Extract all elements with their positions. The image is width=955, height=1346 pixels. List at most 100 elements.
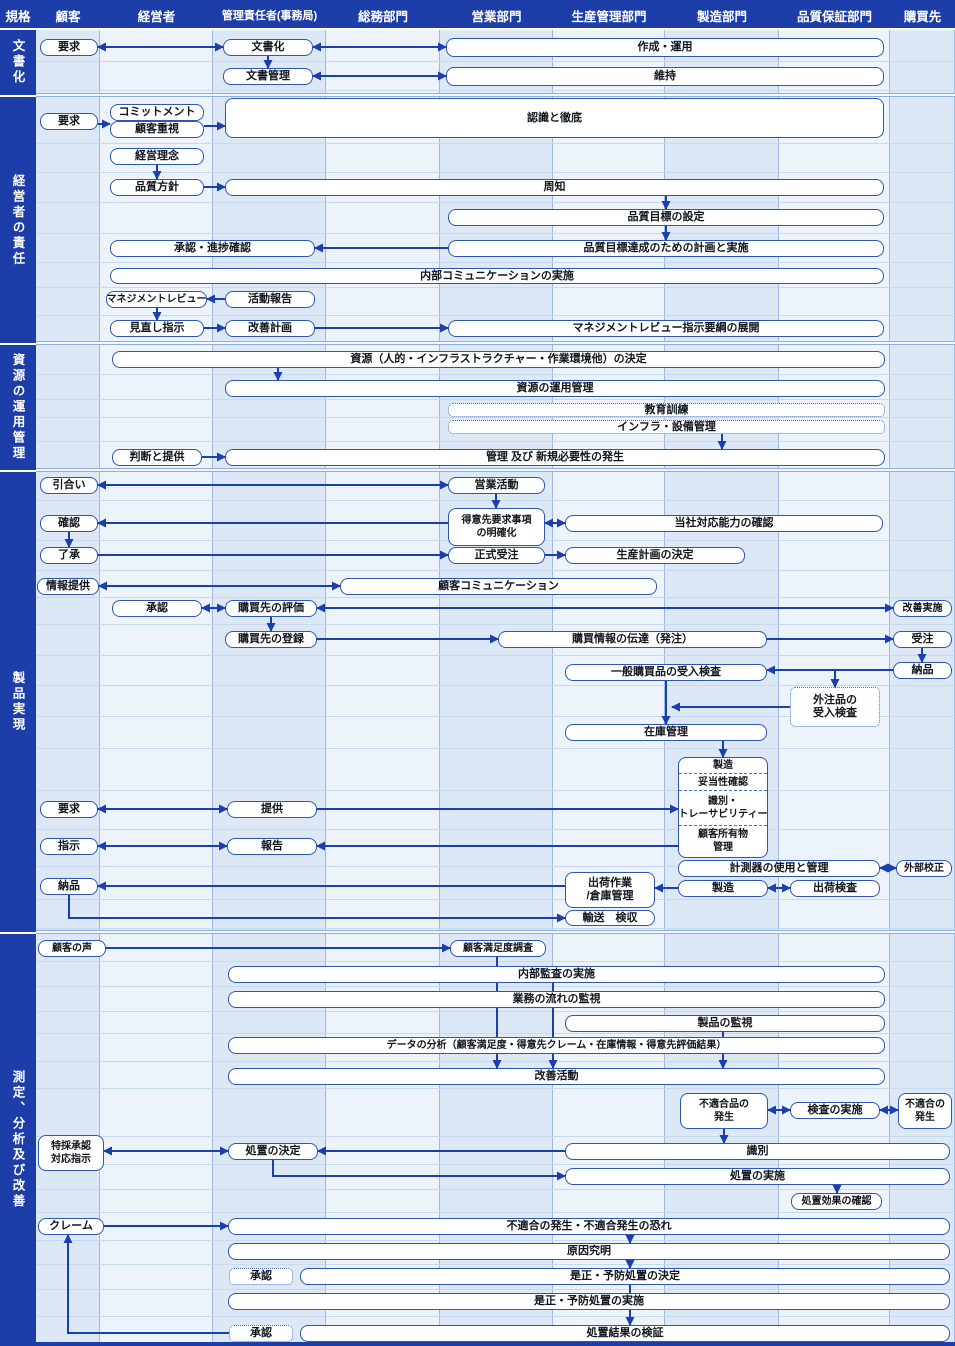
flow-box: 文書化 xyxy=(223,39,313,56)
lane-column xyxy=(36,30,100,1346)
flow-box-cell: 識別・ トレーサビリティー xyxy=(678,790,768,824)
row-gridline xyxy=(36,1212,955,1213)
column-header: 顧客 xyxy=(55,9,81,24)
flow-box: 製品の監視 xyxy=(565,1015,885,1032)
flow-box: 納品 xyxy=(893,662,952,679)
flow-box: 得意先要求事項 の明確化 xyxy=(448,508,545,546)
flow-box: 特採承認 対応指示 xyxy=(38,1135,104,1171)
row-gridline xyxy=(36,500,955,501)
flow-box: 資源の運用管理 xyxy=(225,380,885,397)
flow-box: 処置結果の検証 xyxy=(300,1325,950,1342)
row-gridline xyxy=(36,570,955,571)
flow-box: 購買先の評価 xyxy=(225,600,317,617)
row-gridline xyxy=(36,899,955,900)
row-gridline xyxy=(36,374,955,375)
flow-box-cell: 顧客所有物 管理 xyxy=(679,824,767,857)
column-header: 製造部門 xyxy=(696,9,747,24)
department-header-bar xyxy=(0,0,955,30)
row-gridline xyxy=(36,262,955,263)
flow-box: 情報提供 xyxy=(37,578,99,595)
flow-box: 計測器の使用と管理 xyxy=(678,860,880,877)
row-gridline xyxy=(36,748,955,749)
row-gridline xyxy=(36,1061,955,1062)
flow-box: 経営理念 xyxy=(110,148,204,165)
flow-box: 購買情報の伝達（発注） xyxy=(498,631,767,648)
flow-box: 原因究明 xyxy=(228,1243,950,1260)
flow-box: 外部校正 xyxy=(896,860,952,877)
flow-box: 一般購買品の受入検査 xyxy=(565,664,767,681)
row-gridline xyxy=(36,1088,955,1089)
bottom-border-bar xyxy=(0,1342,955,1346)
flow-box: 処置の決定 xyxy=(228,1143,318,1160)
flow-box-cell: 妥当性確認 xyxy=(679,772,767,791)
flow-box: 購買先の登録 xyxy=(225,631,317,648)
row-gridline xyxy=(36,399,955,400)
section-label: 測定、分析及び改善 xyxy=(0,932,36,1346)
row-gridline xyxy=(36,172,955,173)
flow-box: 要求 xyxy=(40,39,98,56)
row-gridline xyxy=(36,597,955,598)
flow-box: 顧客満足度調査 xyxy=(450,940,546,957)
flow-box: 了承 xyxy=(40,547,98,564)
flow-box: 承認 xyxy=(229,1268,293,1285)
row-gridline xyxy=(36,143,955,144)
flow-box: 要求 xyxy=(40,113,98,130)
flow-box: 提供 xyxy=(227,801,317,818)
flow-box: 承認 xyxy=(112,600,202,617)
flow-box: 承認 xyxy=(229,1325,293,1342)
column-header: 購買先 xyxy=(903,9,942,24)
column-header: 品質保証部門 xyxy=(796,9,872,24)
flow-box: 改善計画 xyxy=(225,320,315,337)
flow-box: 製造 xyxy=(678,880,768,897)
flow-box: 改善実施 xyxy=(893,600,952,617)
flow-box: 指示 xyxy=(40,838,98,855)
flow-box: 不適合の発生・不適合発生の恐れ xyxy=(228,1218,950,1235)
column-header: 生産管理部門 xyxy=(571,9,647,24)
flow-box: 生産計画の決定 xyxy=(565,547,745,564)
row-gridline xyxy=(36,233,955,234)
row-gridline xyxy=(36,61,955,62)
flow-box: 品質目標達成のための計画と実施 xyxy=(448,240,884,257)
section-divider xyxy=(36,930,955,934)
flow-box: 在庫管理 xyxy=(565,724,767,741)
row-gridline xyxy=(36,1011,955,1012)
row-gridline xyxy=(36,287,955,288)
row-gridline xyxy=(36,829,955,830)
flow-box: 識別 xyxy=(565,1143,950,1160)
flow-box: 当社対応能力の確認 xyxy=(565,515,883,532)
flow-box: 不適合品の 発生 xyxy=(680,1093,768,1129)
row-gridline xyxy=(36,928,955,929)
column-header: 管理責任者(事務局) xyxy=(221,10,318,22)
flow-box: 見直し指示 xyxy=(110,320,204,337)
flow-box: 活動報告 xyxy=(225,291,315,308)
section-divider xyxy=(36,93,955,97)
flow-box: インフラ・設備管理 xyxy=(448,420,885,434)
flow-box: 顧客コミュニケーション xyxy=(340,578,657,595)
row-gridline xyxy=(36,1189,955,1190)
row-gridline xyxy=(36,315,955,316)
flow-box-cell: 製造 xyxy=(713,759,733,771)
corner-header: 規格 xyxy=(5,9,31,24)
flow-box: 納品 xyxy=(40,878,98,895)
row-gridline xyxy=(36,624,955,625)
row-gridline xyxy=(36,986,955,987)
flow-box: データの分析（顧客満足度・得意先クレーム・在庫情報・得意先評価結果） xyxy=(228,1037,885,1054)
flow-box: 検査の実施 xyxy=(790,1102,880,1119)
flow-box: 内部コミュニケーションの実施 xyxy=(110,268,884,284)
flow-box: 教育訓練 xyxy=(448,403,885,417)
section-label: 資源の運用管理 xyxy=(0,343,36,470)
row-gridline xyxy=(36,90,955,91)
flow-box: 内部監査の実施 xyxy=(228,966,885,983)
flow-box: 引合い xyxy=(40,477,98,494)
flow-box: 要求 xyxy=(40,801,98,818)
row-gridline xyxy=(36,1289,955,1290)
flow-box: 業務の流れの監視 xyxy=(228,991,885,1008)
flow-box: コミットメント xyxy=(110,104,204,121)
section-label: 文書化 xyxy=(0,30,36,95)
section-label: 経営者の責任 xyxy=(0,95,36,343)
flow-box: 顧客の声 xyxy=(38,940,106,957)
flow-box: マネジメントレビュー指示要綱の展開 xyxy=(448,320,884,337)
flow-box: 品質方針 xyxy=(110,179,204,196)
flow-box: 出荷作業/倉庫管理 xyxy=(565,872,655,908)
